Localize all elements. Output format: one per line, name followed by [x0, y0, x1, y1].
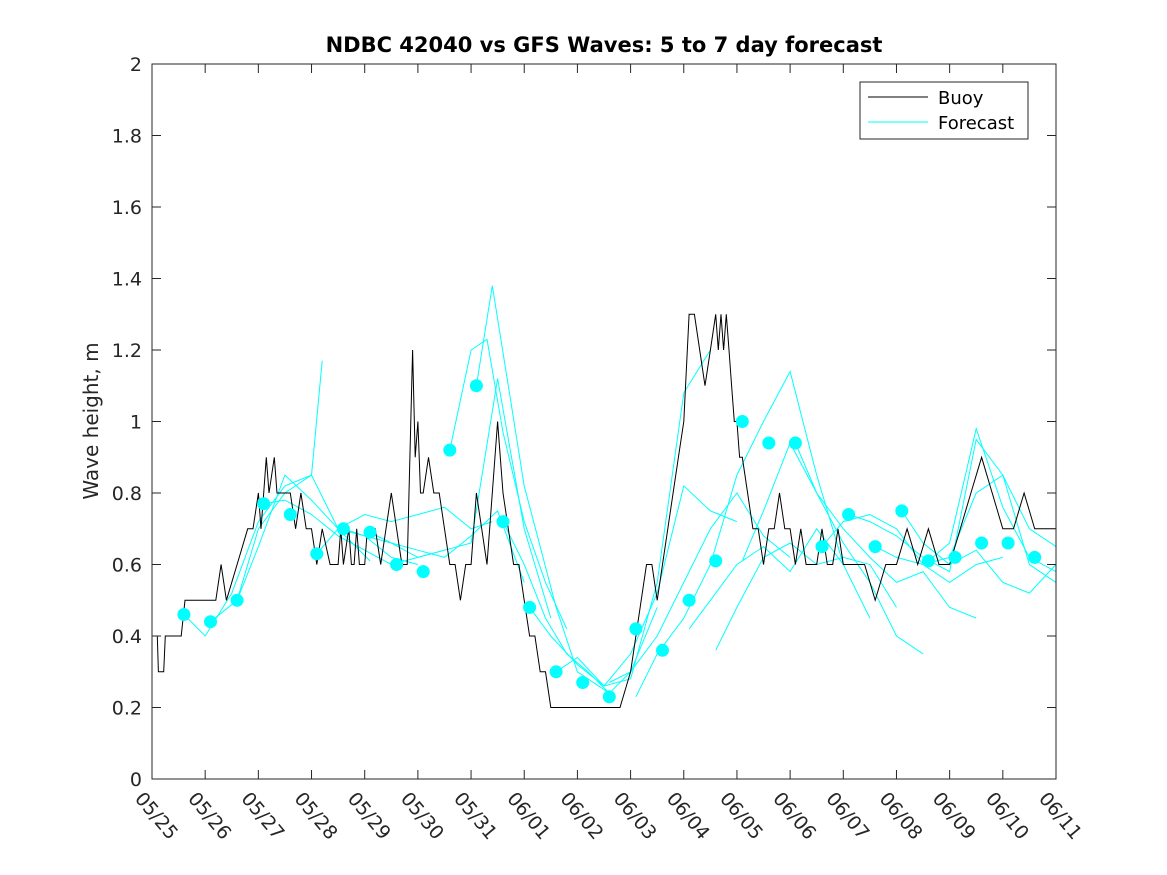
legend-label-forecast: Forecast	[938, 113, 1014, 134]
forecast-line-16	[741, 441, 924, 655]
buoy-line	[152, 313, 1056, 708]
y-tick-label: 0.4	[112, 626, 142, 648]
y-tick-label: 0.2	[112, 698, 142, 720]
forecast-point-15	[576, 676, 590, 689]
forecast-line-9	[502, 521, 658, 694]
forecast-point-26	[868, 540, 882, 554]
forecast-point-0	[177, 608, 191, 621]
forecast-point-4	[283, 508, 297, 521]
forecast-point-16	[602, 690, 616, 704]
forecast-point-31	[1001, 536, 1015, 550]
forecast-line-7	[449, 338, 568, 630]
y-tick-label: 1.6	[112, 197, 142, 219]
forecast-line-15	[715, 542, 897, 651]
forecast-point-8	[390, 558, 404, 571]
forecast-point-19	[682, 593, 696, 607]
y-tick-label: 0.8	[112, 483, 142, 505]
forecast-line-2	[236, 474, 419, 601]
forecast-point-6	[336, 522, 350, 536]
y-tick-label: 1.4	[112, 269, 142, 291]
forecast-point-23	[788, 436, 802, 450]
legend-label-buoy: Buoy	[938, 88, 984, 109]
forecast-point-22	[762, 436, 776, 450]
forecast-point-21	[735, 415, 749, 428]
y-tick-label: 1.8	[112, 126, 142, 148]
forecast-line-13	[635, 370, 844, 698]
y-tick-label: 0	[130, 769, 142, 791]
forecast-point-12	[496, 515, 510, 529]
forecast-point-11	[469, 379, 483, 393]
forecast-point-30	[975, 536, 989, 550]
forecast-point-20	[709, 554, 723, 568]
forecast-point-3	[257, 497, 271, 511]
y-tick-label: 1	[130, 412, 142, 434]
legend-box	[859, 81, 1029, 140]
forecast-line-12	[609, 492, 791, 683]
forecast-line-20	[874, 474, 1057, 566]
forecast-point-9	[416, 565, 430, 579]
forecast-line-10	[529, 349, 711, 687]
forecast-point-25	[842, 508, 856, 521]
y-tick-label: 1.2	[112, 340, 142, 362]
forecast-point-32	[1028, 550, 1042, 564]
forecast-point-13	[523, 600, 537, 614]
forecast-point-2	[230, 593, 244, 607]
forecast-point-10	[443, 443, 457, 457]
forecast-point-1	[204, 615, 217, 629]
forecast-point-18	[656, 643, 669, 657]
legend: Buoy Forecast	[859, 81, 1029, 140]
forecast-point-27	[895, 504, 909, 518]
forecast-line-17	[794, 442, 977, 619]
plot-area	[152, 64, 1056, 779]
forecast-point-24	[815, 540, 829, 554]
series-layer	[152, 285, 1057, 708]
y-tick-label: 0.6	[112, 555, 142, 577]
forecast-point-5	[310, 547, 324, 561]
forecast-line-21	[901, 510, 1057, 594]
forecast-point-29	[948, 550, 962, 564]
y-tick-label: 2	[130, 54, 142, 76]
forecast-point-28	[921, 554, 935, 568]
forecast-point-14	[549, 665, 563, 679]
forecast-line-19	[848, 438, 1057, 583]
forecast-point-7	[363, 525, 377, 539]
forecast-point-17	[629, 622, 643, 636]
y-axis-label: Wave height, m	[79, 342, 103, 499]
forecast-line-11	[555, 484, 738, 687]
chart-title: NDBC 42040 vs GFS Waves: 5 to 7 day fore…	[326, 33, 883, 57]
forecast-line-3	[263, 499, 445, 566]
